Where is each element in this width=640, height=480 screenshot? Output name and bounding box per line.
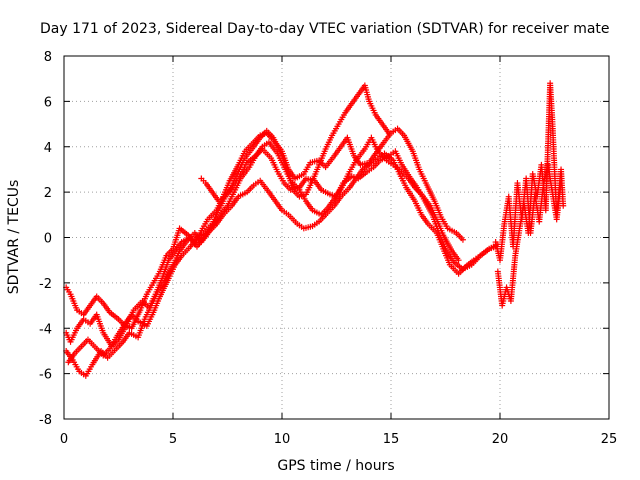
y-tick-label: 6	[44, 95, 52, 110]
x-axis-label: GPS time / hours	[277, 458, 394, 474]
y-tick-label: -2	[39, 277, 52, 292]
y-tick-label: 2	[44, 186, 52, 201]
data-point	[558, 180, 565, 187]
data-point	[455, 257, 462, 264]
y-axis-label: SDTVAR / TECUs	[6, 180, 22, 295]
data-points	[63, 80, 567, 379]
series-track-4	[65, 134, 462, 366]
series-track-7	[492, 161, 565, 264]
x-tick-label: 20	[492, 432, 509, 447]
y-tick-label: -4	[39, 322, 52, 337]
y-tick-label: 0	[44, 232, 52, 247]
grid	[64, 56, 609, 419]
y-tick-label: -8	[39, 413, 52, 428]
y-tick-label: 4	[44, 141, 52, 156]
series-track-1	[63, 125, 466, 332]
x-tick-label: 10	[274, 432, 291, 447]
x-tick-label: 0	[60, 432, 68, 447]
data-point	[385, 130, 392, 137]
axis-ticks: 0 5 10 15 20 25 -8 -6 -4 -2 0 2 4 6 8	[39, 50, 617, 447]
y-tick-label: 8	[44, 50, 52, 65]
x-tick-label: 25	[601, 432, 618, 447]
chart-title: Day 171 of 2023, Sidereal Day-to-day VTE…	[40, 21, 610, 37]
data-point	[459, 236, 466, 243]
series-track-3	[63, 150, 501, 379]
x-tick-label: 5	[169, 432, 177, 447]
x-tick-label: 15	[383, 432, 400, 447]
y-tick-label: -6	[39, 368, 52, 383]
series-track-5	[198, 82, 392, 205]
